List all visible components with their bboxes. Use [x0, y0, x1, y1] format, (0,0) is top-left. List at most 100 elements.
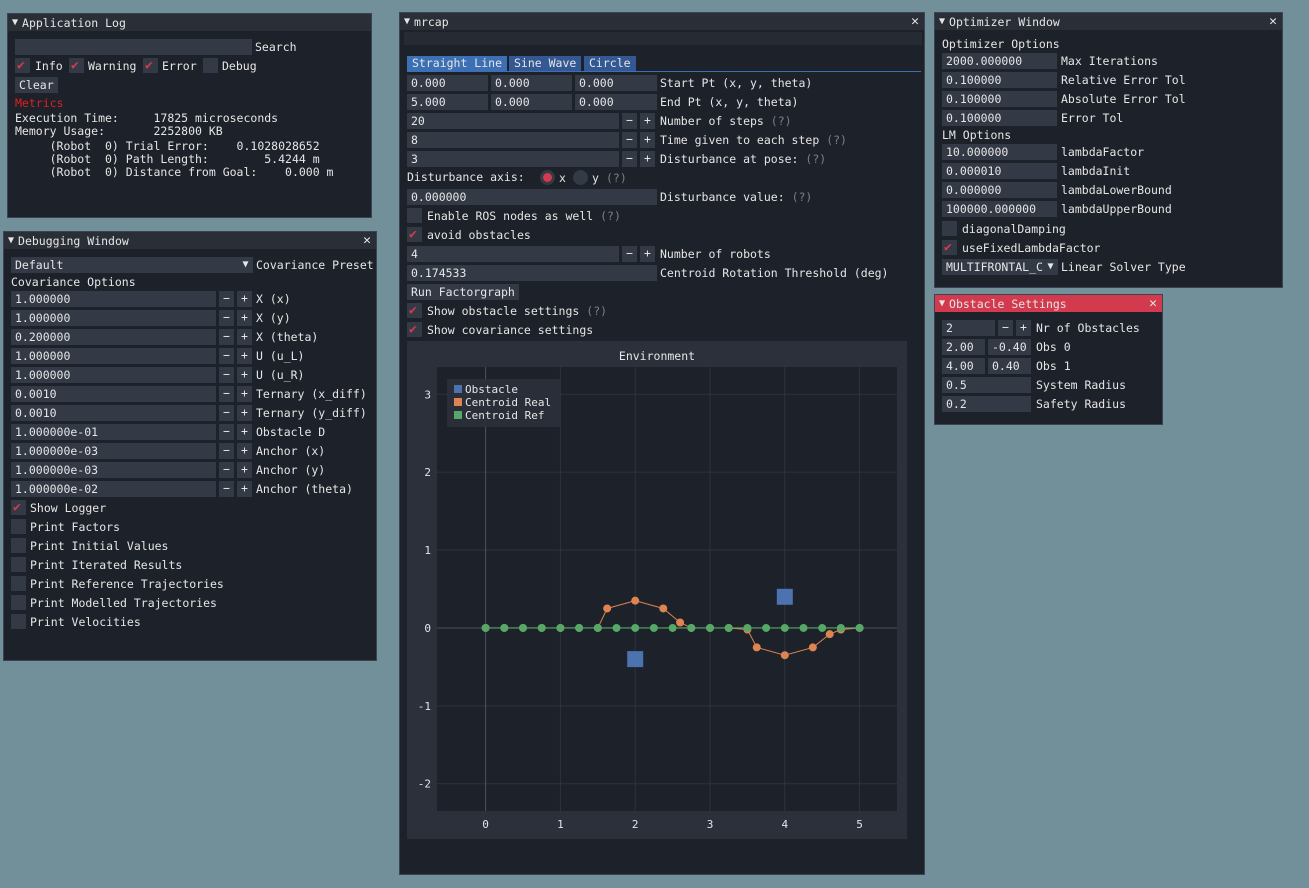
collapse-arrow-icon[interactable]: ▼ [404, 16, 411, 27]
robots-decrement-button[interactable]: − [622, 246, 637, 262]
help-marker[interactable]: (?) [600, 209, 621, 223]
close-icon[interactable]: ✕ [1149, 296, 1157, 311]
avoid-obstacles-checkbox[interactable]: ✔ [407, 227, 422, 242]
debug-option-checkbox[interactable] [11, 557, 26, 572]
help-marker[interactable]: (?) [606, 171, 627, 185]
covariance-increment-button[interactable]: + [237, 405, 252, 421]
lm-value-input[interactable]: 0.000010 [942, 163, 1057, 179]
show-covariance-settings-checkbox[interactable]: ✔ [407, 322, 422, 337]
covariance-preset-combo[interactable]: Default [11, 257, 239, 273]
end-y-input[interactable]: 0.000 [491, 94, 572, 110]
covariance-value-input[interactable]: 1.000000e-01 [11, 424, 216, 440]
start-y-input[interactable]: 0.000 [491, 75, 572, 91]
covariance-increment-button[interactable]: + [237, 367, 252, 383]
debug-option-checkbox[interactable] [11, 538, 26, 553]
filter-error-checkbox[interactable]: ✔ [143, 58, 158, 73]
covariance-decrement-button[interactable]: − [219, 367, 234, 383]
obstacles-decrement-button[interactable]: − [998, 320, 1013, 336]
close-icon[interactable]: ✕ [1269, 14, 1277, 29]
app-log-titlebar[interactable]: ▼ Application Log [8, 14, 371, 31]
optimizer-value-input[interactable]: 2000.000000 [942, 53, 1057, 69]
covariance-decrement-button[interactable]: − [219, 329, 234, 345]
covariance-decrement-button[interactable]: − [219, 462, 234, 478]
tab-straight-line[interactable]: Straight Line [407, 56, 508, 71]
optimizer-value-input[interactable]: 0.100000 [942, 91, 1057, 107]
lm-value-input[interactable]: 100000.000000 [942, 201, 1057, 217]
enable-ros-checkbox[interactable] [407, 208, 422, 223]
steps-increment-button[interactable]: + [640, 113, 655, 129]
mrcap-titlebar[interactable]: ▼ mrcap ✕ [400, 13, 924, 30]
covariance-value-input[interactable]: 1.000000 [11, 367, 216, 383]
start-x-input[interactable]: 0.000 [407, 75, 488, 91]
tab-circle[interactable]: Circle [584, 56, 636, 71]
safety-radius-input[interactable]: 0.2 [942, 396, 1031, 412]
covariance-decrement-button[interactable]: − [219, 481, 234, 497]
time-input[interactable]: 8 [407, 132, 619, 148]
linear-solver-combo[interactable]: MULTIFRONTAL_C [942, 259, 1044, 275]
obstacles-increment-button[interactable]: + [1016, 320, 1031, 336]
help-marker[interactable]: (?) [770, 114, 792, 128]
chevron-down-icon[interactable]: ▼ [238, 257, 253, 273]
end-theta-input[interactable]: 0.000 [575, 94, 657, 110]
collapse-arrow-icon[interactable]: ▼ [939, 16, 946, 27]
pose-increment-button[interactable]: + [640, 151, 655, 167]
debug-titlebar[interactable]: ▼ Debugging Window ✕ [4, 232, 376, 249]
chevron-down-icon[interactable]: ▼ [1043, 259, 1058, 275]
help-marker[interactable]: (?) [826, 133, 847, 147]
covariance-value-input[interactable]: 1.000000e-03 [11, 443, 216, 459]
run-factorgraph-button[interactable]: Run Factorgraph [407, 284, 519, 300]
nr-obstacles-input[interactable]: 2 [942, 320, 995, 336]
covariance-increment-button[interactable]: + [237, 424, 252, 440]
filter-debug-checkbox[interactable] [203, 58, 218, 73]
pose-decrement-button[interactable]: − [622, 151, 637, 167]
covariance-increment-button[interactable]: + [237, 329, 252, 345]
covariance-increment-button[interactable]: + [237, 481, 252, 497]
optimizer-titlebar[interactable]: ▼ Optimizer Window ✕ [935, 13, 1282, 30]
time-decrement-button[interactable]: − [622, 132, 637, 148]
time-increment-button[interactable]: + [640, 132, 655, 148]
collapse-arrow-icon[interactable]: ▼ [12, 17, 19, 28]
filter-warning-checkbox[interactable]: ✔ [69, 58, 84, 73]
obs0-x-input[interactable]: 2.00 [942, 339, 985, 355]
show-obstacle-settings-checkbox[interactable]: ✔ [407, 303, 422, 318]
help-marker[interactable]: (?) [791, 190, 813, 204]
clear-log-button[interactable]: Clear [15, 77, 58, 93]
covariance-value-input[interactable]: 0.0010 [11, 405, 216, 421]
debug-option-checkbox[interactable] [11, 576, 26, 591]
covariance-value-input[interactable]: 0.0010 [11, 386, 216, 402]
covariance-increment-button[interactable]: + [237, 386, 252, 402]
tab-sine-wave[interactable]: Sine Wave [509, 56, 582, 71]
debug-option-checkbox[interactable] [11, 614, 26, 629]
covariance-decrement-button[interactable]: − [219, 310, 234, 326]
optimizer-value-input[interactable]: 0.100000 [942, 110, 1057, 126]
lm-value-input[interactable]: 0.000000 [942, 182, 1057, 198]
covariance-increment-button[interactable]: + [237, 443, 252, 459]
robots-increment-button[interactable]: + [640, 246, 655, 262]
covariance-value-input[interactable]: 1.000000 [11, 310, 216, 326]
debug-option-checkbox[interactable]: ✔ [11, 500, 26, 515]
robots-input[interactable]: 4 [407, 246, 619, 262]
log-search-input[interactable] [15, 39, 252, 55]
help-marker[interactable]: (?) [805, 152, 827, 166]
collapse-arrow-icon[interactable]: ▼ [8, 235, 15, 246]
debug-option-checkbox[interactable] [11, 595, 26, 610]
covariance-increment-button[interactable]: + [237, 291, 252, 307]
filter-info-checkbox[interactable]: ✔ [15, 58, 30, 73]
collapse-arrow-icon[interactable]: ▼ [939, 298, 946, 309]
obs1-y-input[interactable]: 0.40 [988, 358, 1031, 374]
covariance-decrement-button[interactable]: − [219, 405, 234, 421]
obs1-x-input[interactable]: 4.00 [942, 358, 985, 374]
covariance-decrement-button[interactable]: − [219, 386, 234, 402]
disturbance-value-input[interactable]: 0.000000 [407, 189, 657, 205]
covariance-value-input[interactable]: 1.000000 [11, 348, 216, 364]
covariance-value-input[interactable]: 1.000000 [11, 291, 216, 307]
fixed-lambda-checkbox[interactable]: ✔ [942, 240, 957, 255]
obs0-y-input[interactable]: -0.40 [988, 339, 1031, 355]
covariance-increment-button[interactable]: + [237, 462, 252, 478]
debug-option-checkbox[interactable] [11, 519, 26, 534]
system-radius-input[interactable]: 0.5 [942, 377, 1031, 393]
covariance-increment-button[interactable]: + [237, 310, 252, 326]
axis-y-radio[interactable] [573, 170, 588, 185]
covariance-value-input[interactable]: 0.200000 [11, 329, 216, 345]
